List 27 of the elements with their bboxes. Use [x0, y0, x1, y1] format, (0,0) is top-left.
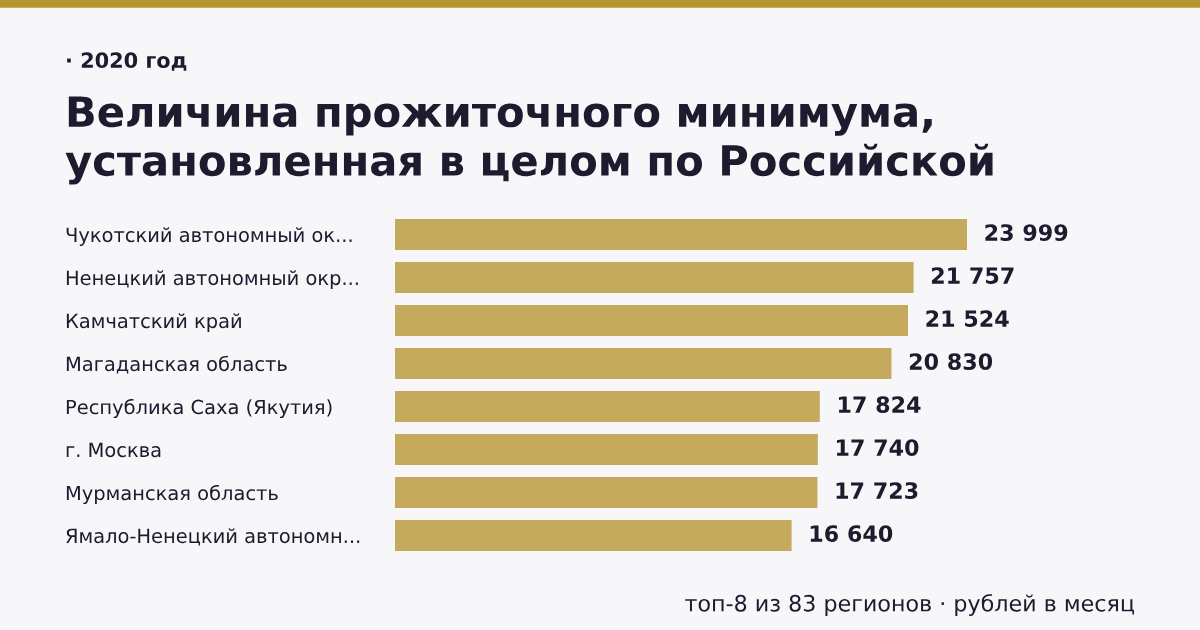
text: топ-8 из 83 регионов · рублей в месяц: [685, 594, 1134, 616]
y-tick-label: Мурманская область: [66, 484, 278, 505]
data-label: 21 524: [926, 310, 1009, 327]
bar: [395, 477, 818, 508]
bar: [395, 262, 914, 293]
y-tick-label: Магаданская область: [66, 355, 287, 374]
data-label: 23 999: [985, 224, 1068, 241]
bar: [395, 305, 909, 336]
data-label: 20 830: [909, 353, 993, 370]
y-tick-label: Камчатский край: [66, 313, 241, 332]
chart-title: Величина прожиточного минимума, установленная в целом по Российской: [65, 96, 993, 185]
data-label: 16 640: [810, 525, 893, 542]
bar: [395, 520, 792, 551]
data-label: 17 824: [839, 396, 921, 413]
bar: [395, 219, 967, 250]
y-tick-label: Чукотский автономный ок...: [66, 227, 352, 246]
y-tick-label: г. Москва: [66, 442, 161, 458]
text: · 2020 год: [67, 52, 187, 71]
y-tick-label: Ямало-Ненецкий автономн...: [66, 528, 360, 546]
y-tick-label: Республика Саха (Якутия): [66, 398, 332, 419]
bar: [395, 391, 820, 422]
data-label: 21 757: [931, 267, 1014, 284]
bar: [395, 434, 818, 465]
bar: [395, 348, 892, 379]
y-tick-label: Ненецкий автономный окр...: [66, 270, 358, 289]
data-label: 17 740: [836, 439, 919, 456]
data-label: 17 723: [836, 482, 918, 499]
